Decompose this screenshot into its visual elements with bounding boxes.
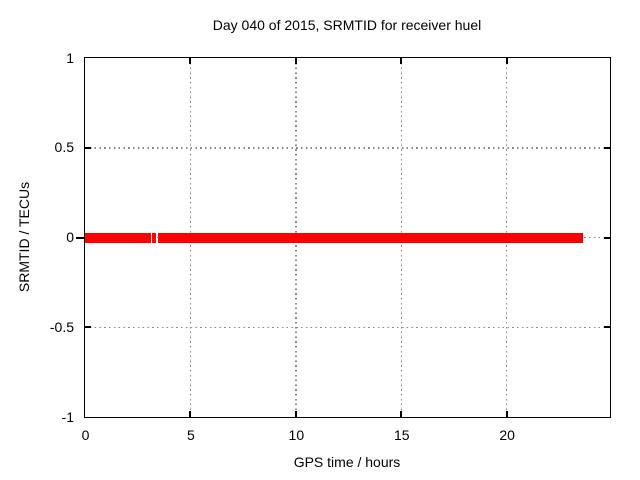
y-tick-label: 0.5 [54,139,74,156]
x-tick-bottom [400,411,403,417]
y-tick-right [604,236,610,239]
y-gridline [85,326,610,328]
series-line-segment [85,232,151,243]
x-tick-label: 10 [288,427,305,443]
x-tick-label: 0 [81,427,90,443]
y-gridline [85,147,610,149]
y-tick-right [604,326,610,329]
plot-area [84,57,611,418]
y-tick-label: 0 [66,229,74,245]
series-line-segment [152,232,156,243]
chart-title: Day 040 of 2015, SRMTID for receiver hue… [212,17,482,33]
x-tick-bottom [505,411,508,417]
x-tick-bottom [189,411,192,417]
x-axis-title: GPS time / hours [293,454,401,470]
y-tick-right [604,146,610,149]
x-tick-bottom [294,411,297,417]
x-tick-label: 5 [187,427,195,443]
x-tick-top [505,58,508,64]
y-tick-label: 1 [66,49,74,66]
series-line-segment [157,232,583,243]
x-tick-label: 15 [393,427,410,443]
y-zero-outer-tick [76,237,85,239]
x-tick-top [400,58,403,64]
x-tick-top [189,58,192,64]
y-tick-left [85,146,91,149]
y-tick-label: -0.5 [49,318,74,335]
y-tick-label: -1 [61,408,74,425]
x-tick-top [294,58,297,64]
x-tick-label: 20 [499,427,515,443]
y-tick-left [85,326,91,329]
